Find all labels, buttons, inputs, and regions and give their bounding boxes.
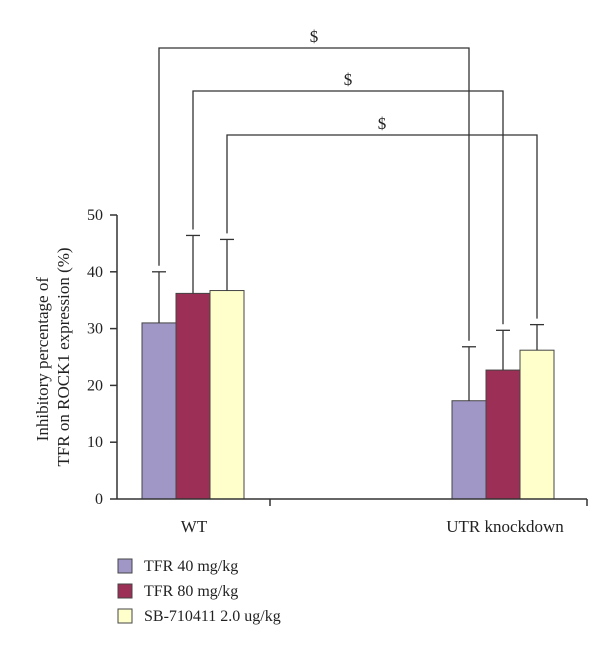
y-tick-label: 30 [87,321,103,338]
bars [141,290,555,500]
y-tick-label: 0 [95,491,103,508]
x-category-label: UTR knockdown [446,517,564,536]
y-axis-title: Inhibitory percentage of TFR on ROCK1 ex… [33,247,73,466]
significance-brackets: $ $ $ [158,27,538,341]
bar [209,290,245,500]
legend: TFR 40 mg/kg TFR 80 mg/kg SB-710411 2.0 ug… [117,558,281,625]
significance-label: $ [344,70,353,89]
legend-swatch [117,558,133,574]
error-bars [152,234,544,401]
legend-label: TFR 80 mg/kg [144,583,238,600]
bar [519,349,555,500]
significance-bracket [158,47,470,341]
significance-bracket [226,134,538,319]
bar [485,369,521,500]
bar [175,292,211,500]
x-category-label: WT [181,517,208,536]
legend-label: SB-710411 2.0 ug/kg [144,608,281,625]
y-axis-title-line-2: TFR on ROCK1 expression (%) [54,247,73,466]
y-axis-title-line-1: Inhibitory percentage of [33,277,52,442]
legend-label: TFR 40 mg/kg [144,558,238,575]
y-axis: 0 10 20 30 40 50 [87,207,118,508]
significance-label: $ [310,27,319,46]
x-axis: WT UTR knockdown [117,498,588,536]
y-tick-label: 10 [87,434,103,451]
y-tick-label: 50 [87,207,103,224]
bar [451,400,487,500]
y-tick-label: 20 [87,377,103,394]
significance-bracket [192,90,504,325]
legend-swatch [117,583,133,599]
legend-swatch [117,608,133,624]
bar [141,322,177,500]
y-tick-label: 40 [87,264,103,281]
significance-label: $ [378,114,387,133]
